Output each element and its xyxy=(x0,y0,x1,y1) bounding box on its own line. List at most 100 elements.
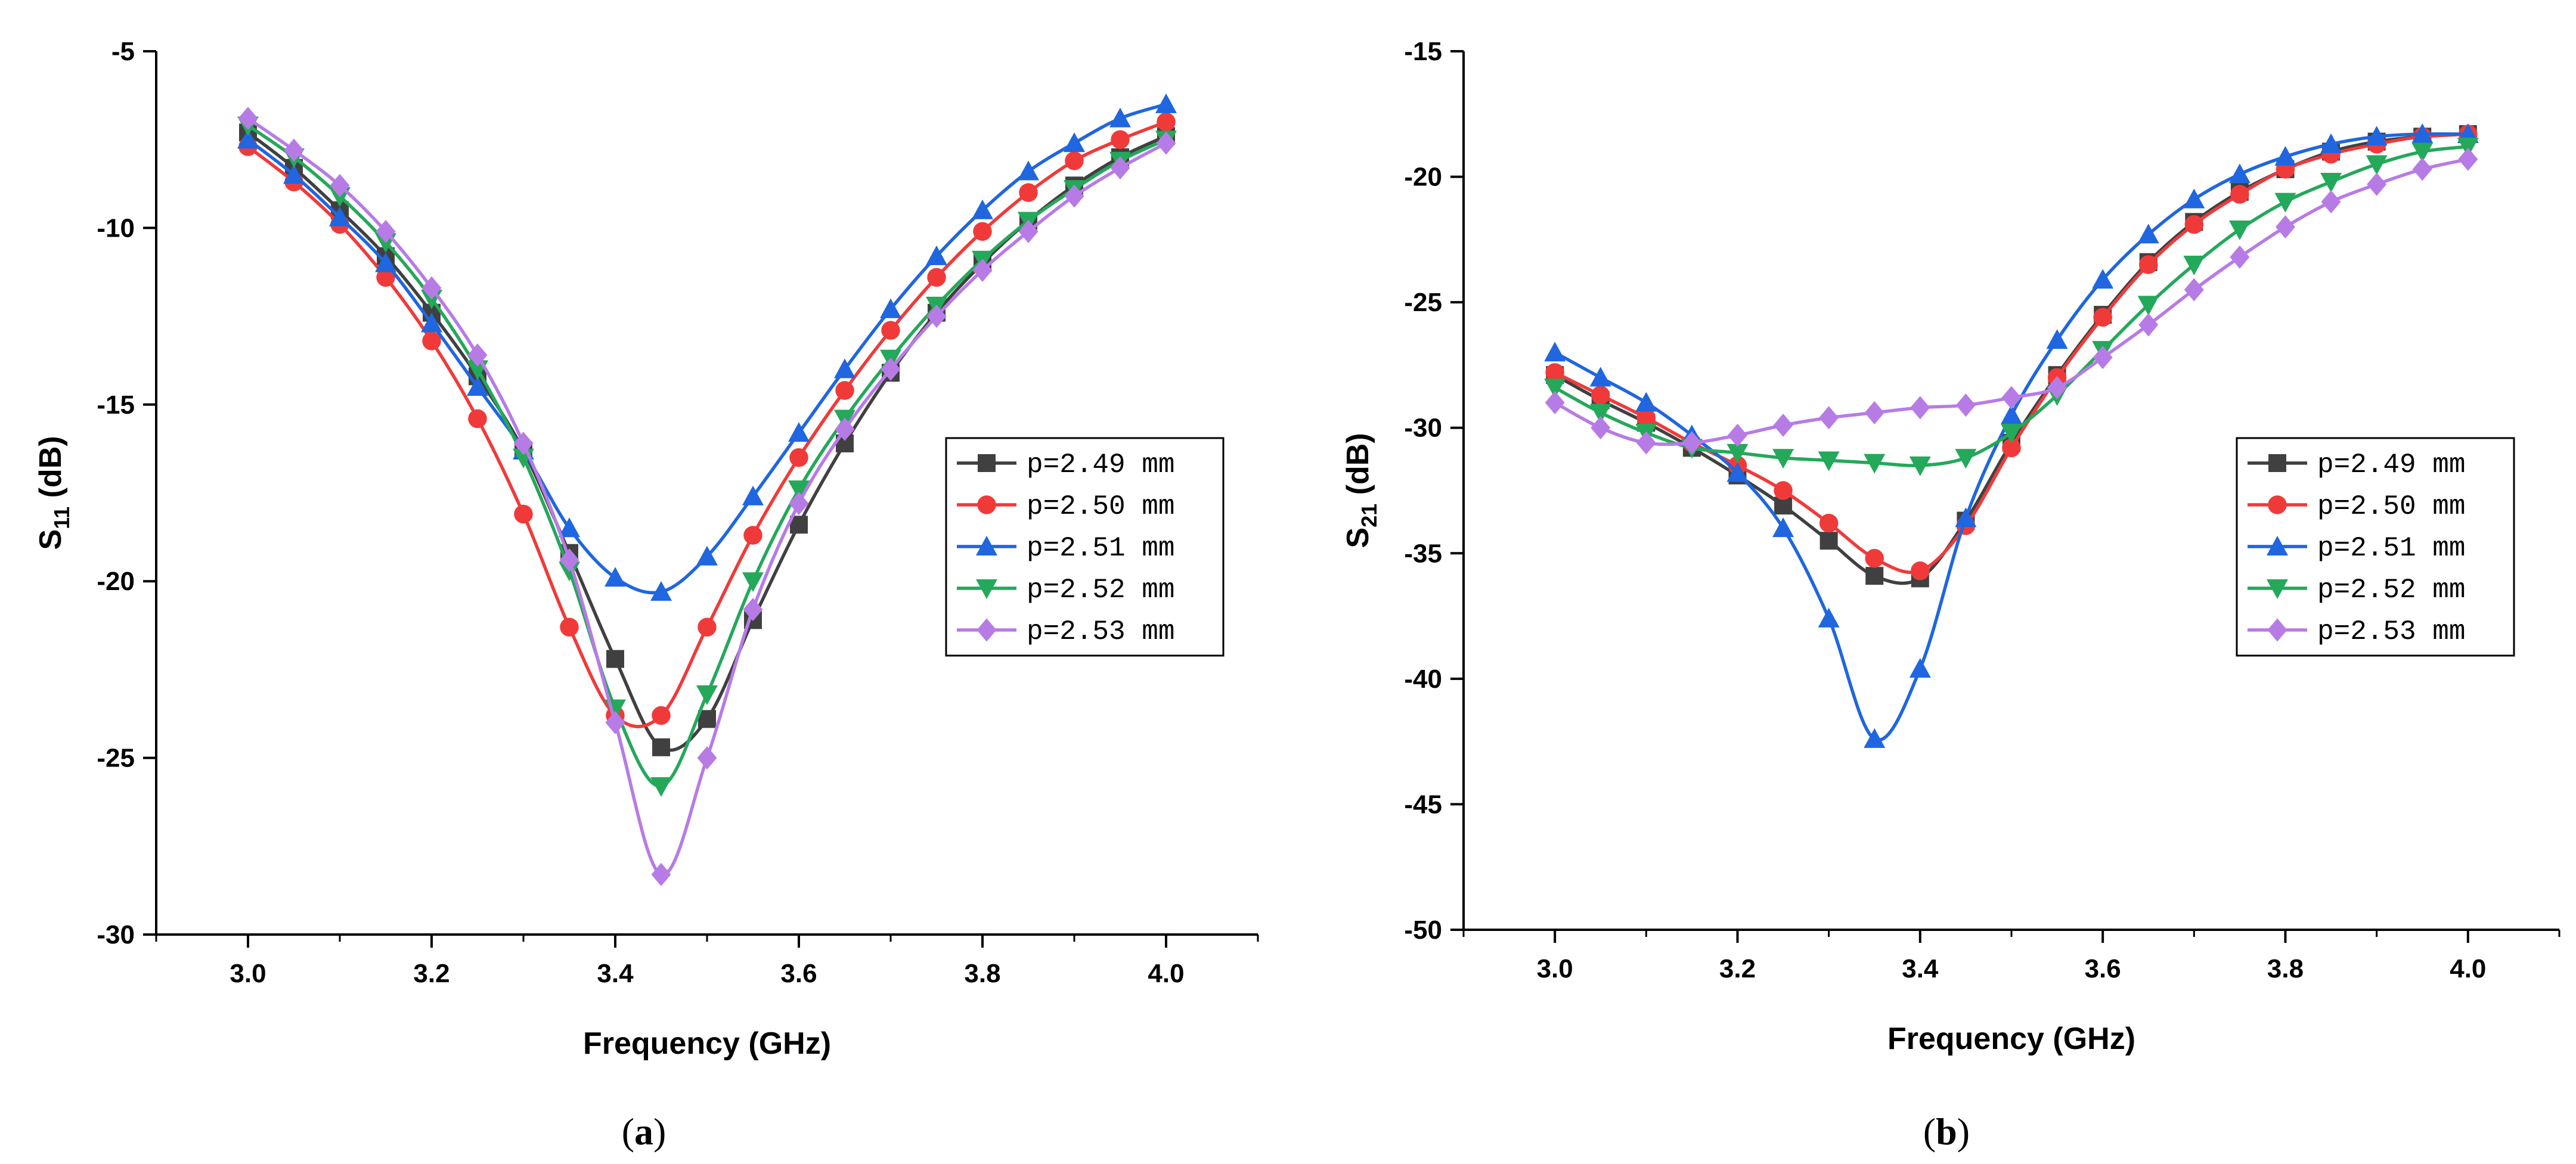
legend-label: p=2.52 mm xyxy=(1027,575,1174,606)
data-point xyxy=(881,321,900,340)
x-tick-label: 4.0 xyxy=(2450,954,2486,983)
series-line xyxy=(1554,145,2469,467)
data-point xyxy=(514,504,533,524)
data-point xyxy=(1635,392,1657,412)
data-point xyxy=(1111,130,1130,149)
data-point xyxy=(1544,342,1566,362)
legend-entry: p=2.49 mm xyxy=(2248,449,2465,480)
y-tick-label: -15 xyxy=(97,390,135,420)
data-point xyxy=(2274,145,2296,166)
data-point xyxy=(2367,172,2387,196)
data-point xyxy=(2183,188,2205,209)
y-tick-label: -35 xyxy=(1404,539,1442,568)
data-point xyxy=(560,617,579,637)
legend-label: p=2.49 mm xyxy=(2317,449,2465,480)
data-point xyxy=(606,650,624,668)
data-point xyxy=(1155,93,1177,113)
y-axis-title: S21 (dB) xyxy=(1341,433,1381,548)
data-point xyxy=(1545,391,1565,415)
data-point xyxy=(422,331,441,350)
legend-label: p=2.50 mm xyxy=(2317,491,2465,522)
data-point xyxy=(2183,255,2205,275)
data-point xyxy=(376,268,395,287)
data-point xyxy=(1544,378,1566,399)
legend-entry: p=2.51 mm xyxy=(2248,533,2465,564)
data-point xyxy=(1726,462,1749,482)
data-point xyxy=(742,572,764,592)
data-point xyxy=(2001,404,2022,424)
legend-marker xyxy=(2267,618,2287,642)
legend-entry: p=2.53 mm xyxy=(957,616,1174,647)
legend-entry: p=2.52 mm xyxy=(2248,575,2465,606)
data-point xyxy=(789,448,808,467)
data-point xyxy=(743,598,763,622)
data-point xyxy=(2366,126,2388,146)
data-point xyxy=(605,567,626,587)
data-point xyxy=(698,617,717,637)
data-point xyxy=(559,548,579,572)
y-tick-label: -20 xyxy=(97,567,135,596)
x-tick-label: 3.8 xyxy=(2267,954,2304,983)
data-point xyxy=(1018,219,1039,243)
data-point xyxy=(742,485,764,505)
data-point xyxy=(788,422,810,442)
data-point xyxy=(376,219,396,243)
data-point xyxy=(2093,346,2113,370)
legend-marker xyxy=(2268,454,2286,472)
data-point xyxy=(788,480,810,501)
series-b-5 xyxy=(1545,147,2478,455)
data-point xyxy=(1864,454,1886,474)
data-point xyxy=(1865,548,1884,568)
data-point xyxy=(421,276,442,300)
y-tick-label: -30 xyxy=(97,920,135,949)
x-tick-label: 3.0 xyxy=(230,959,266,988)
x-axis-title: Frequency (GHz) xyxy=(1887,1022,2135,1056)
data-point xyxy=(1156,131,1176,155)
data-point xyxy=(605,710,625,734)
data-point xyxy=(650,581,672,601)
data-point xyxy=(835,417,855,441)
series-line xyxy=(247,120,1167,728)
data-point xyxy=(1726,443,1749,464)
legend: p=2.49 mm p=2.50 mm p=2.51 mm p=2.52 mm p=2.… xyxy=(945,437,1225,657)
data-point xyxy=(880,298,901,318)
legend-label: p=2.53 mm xyxy=(1027,616,1174,647)
panel-label: (a) xyxy=(622,1110,667,1153)
data-point xyxy=(2138,313,2159,337)
data-point xyxy=(2411,142,2434,163)
data-point xyxy=(1819,513,1839,533)
legend-label: p=2.49 mm xyxy=(1027,449,1174,480)
data-point xyxy=(652,738,670,756)
data-point xyxy=(1864,728,1886,748)
data-point xyxy=(651,862,671,886)
data-point xyxy=(2276,215,2295,239)
legend-marker xyxy=(976,536,997,555)
series-a-3 xyxy=(237,93,1177,601)
data-point xyxy=(329,206,351,226)
data-point xyxy=(2093,308,2112,327)
series-a-2 xyxy=(238,112,1176,728)
data-point xyxy=(926,245,947,265)
data-point xyxy=(1774,481,1793,500)
data-point xyxy=(2047,375,2067,399)
y-tick-label: -30 xyxy=(1404,414,1442,443)
data-point xyxy=(698,710,716,728)
data-point xyxy=(1109,107,1131,128)
data-point xyxy=(881,358,901,381)
data-point xyxy=(1064,184,1084,208)
x-tick-label: 3.4 xyxy=(1902,954,1939,983)
data-point xyxy=(2137,224,2159,244)
data-point xyxy=(652,706,671,725)
data-point xyxy=(2321,190,2341,214)
data-point xyxy=(467,376,488,396)
x-tick-label: 3.2 xyxy=(1719,954,1756,983)
x-tick-label: 3.6 xyxy=(780,959,817,988)
legend-entry: p=2.50 mm xyxy=(957,491,1174,522)
data-point xyxy=(559,517,580,538)
data-point xyxy=(1545,363,1564,382)
data-point xyxy=(972,199,993,219)
data-point xyxy=(2228,221,2250,241)
y-tick-label: -25 xyxy=(1404,288,1442,317)
legend-entry: p=2.52 mm xyxy=(957,575,1174,606)
panel-a: 3.0 3.2 3.4 3.6 3.8 4.0 -30 -25 -20 -15 -10 -5 Frequ… xyxy=(33,37,1259,1153)
